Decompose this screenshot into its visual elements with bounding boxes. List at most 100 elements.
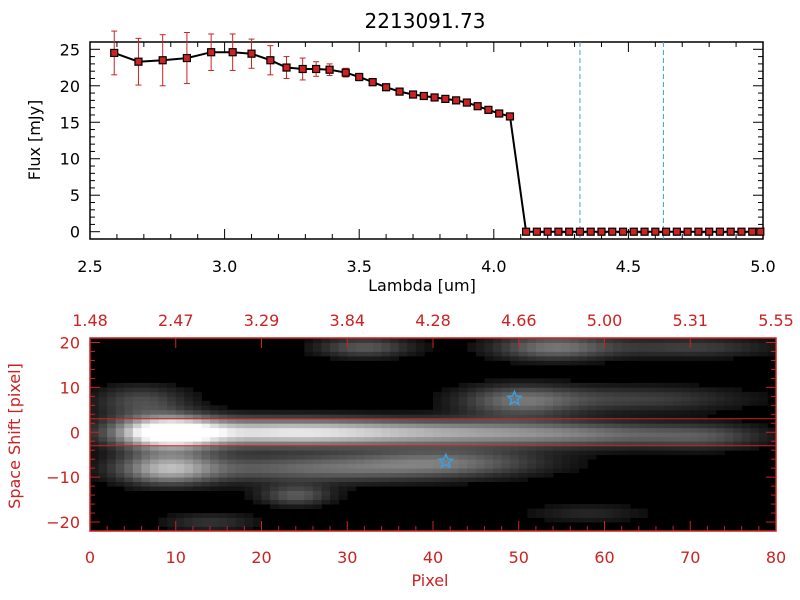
image-pixel [638,342,648,348]
image-pixel [210,432,220,438]
image-pixel [287,427,297,433]
image-pixel [390,423,400,429]
image-pixel [321,418,331,424]
image-pixel [604,338,614,343]
image-pixel [381,450,391,456]
image-pixel [355,351,365,357]
image-pixel [638,436,648,442]
image-pixel [312,454,322,460]
image-pixel [415,472,425,478]
image-pixel [201,459,211,465]
image-pixel [433,409,442,415]
image-pixel [604,508,614,514]
image-pixel [90,418,99,424]
image-pixel [484,477,494,483]
image-pixel [561,396,571,402]
image-pixel [270,468,280,474]
image-pixel [613,508,623,514]
image-pixel [150,418,159,424]
image-pixel [655,414,665,420]
image-pixel [544,405,554,411]
image-pixel [758,423,768,429]
image-pixel [184,454,194,460]
image-pixel [450,436,460,442]
image-pixel [90,445,99,451]
image-pixel [150,405,159,411]
image-pixel [347,445,357,451]
image-pixel [698,436,708,442]
image-pixel [647,441,657,447]
image-pixel [613,409,623,415]
image-pixel [733,396,743,402]
image-pixel [141,391,151,397]
image-pixel [475,409,485,415]
image-pixel [467,382,477,388]
image-pixel [664,418,674,424]
image-pixel [321,463,331,469]
image-pixel [570,513,580,518]
image-pixel [124,423,134,429]
image-pixel [364,468,374,474]
image-pixel [561,450,571,456]
image-pixel [561,513,571,518]
image-pixel [244,423,254,429]
image-pixel [98,472,108,478]
image-pixel [167,513,177,518]
image-pixel [372,454,382,460]
image-pixel [132,409,142,415]
image-pixel [210,427,220,433]
image-pixel [235,445,245,451]
image-pixel [544,508,554,514]
image-pixel [338,472,348,478]
image-pixel [527,454,537,460]
image-pixel [304,459,314,465]
image-pixel [441,387,451,393]
image-pixel [278,418,288,424]
image-pixel [587,391,597,397]
image-pixel [252,522,262,527]
image-pixel [364,477,374,483]
image-pixel [150,400,159,406]
image-pixel [390,481,400,487]
image-pixel [587,342,597,348]
image-pixel [458,472,468,478]
image-pixel [227,441,237,447]
image-pixel [570,418,580,424]
image-pixel [312,342,322,348]
image-pixel [518,477,528,483]
image-pixel [638,338,648,343]
image-pixel [415,463,425,469]
image-pixel [544,436,554,442]
image-pixel [553,513,563,518]
image-pixel [295,441,305,447]
image-pixel [604,517,614,523]
image-pixel [304,472,314,478]
image-pixel [347,414,357,420]
image-pixel [450,445,460,451]
image-pixel [433,477,442,483]
image-pixel [330,355,340,361]
image-pixel [184,391,194,397]
image-pixel [433,468,442,474]
image-pixel [664,351,674,357]
image-pixel [595,513,605,518]
image-pixel [724,432,734,438]
image-pixel [141,409,151,415]
image-pixel [510,378,520,384]
image-pixel [458,450,468,456]
image-pixel [415,454,425,460]
image-pixel [278,486,288,492]
image-pixel [184,418,194,424]
image-pixel [493,351,502,357]
image-pixel [192,427,202,433]
image-pixel [98,432,108,438]
image-pixel [587,441,597,447]
image-pixel [424,481,434,487]
image-pixel [407,463,417,469]
image-pixel [372,418,382,424]
image-pixel [561,445,571,451]
image-pixel [733,391,743,397]
image-pixel [107,427,117,433]
image-pixel [638,423,648,429]
image-pixel [475,396,485,402]
